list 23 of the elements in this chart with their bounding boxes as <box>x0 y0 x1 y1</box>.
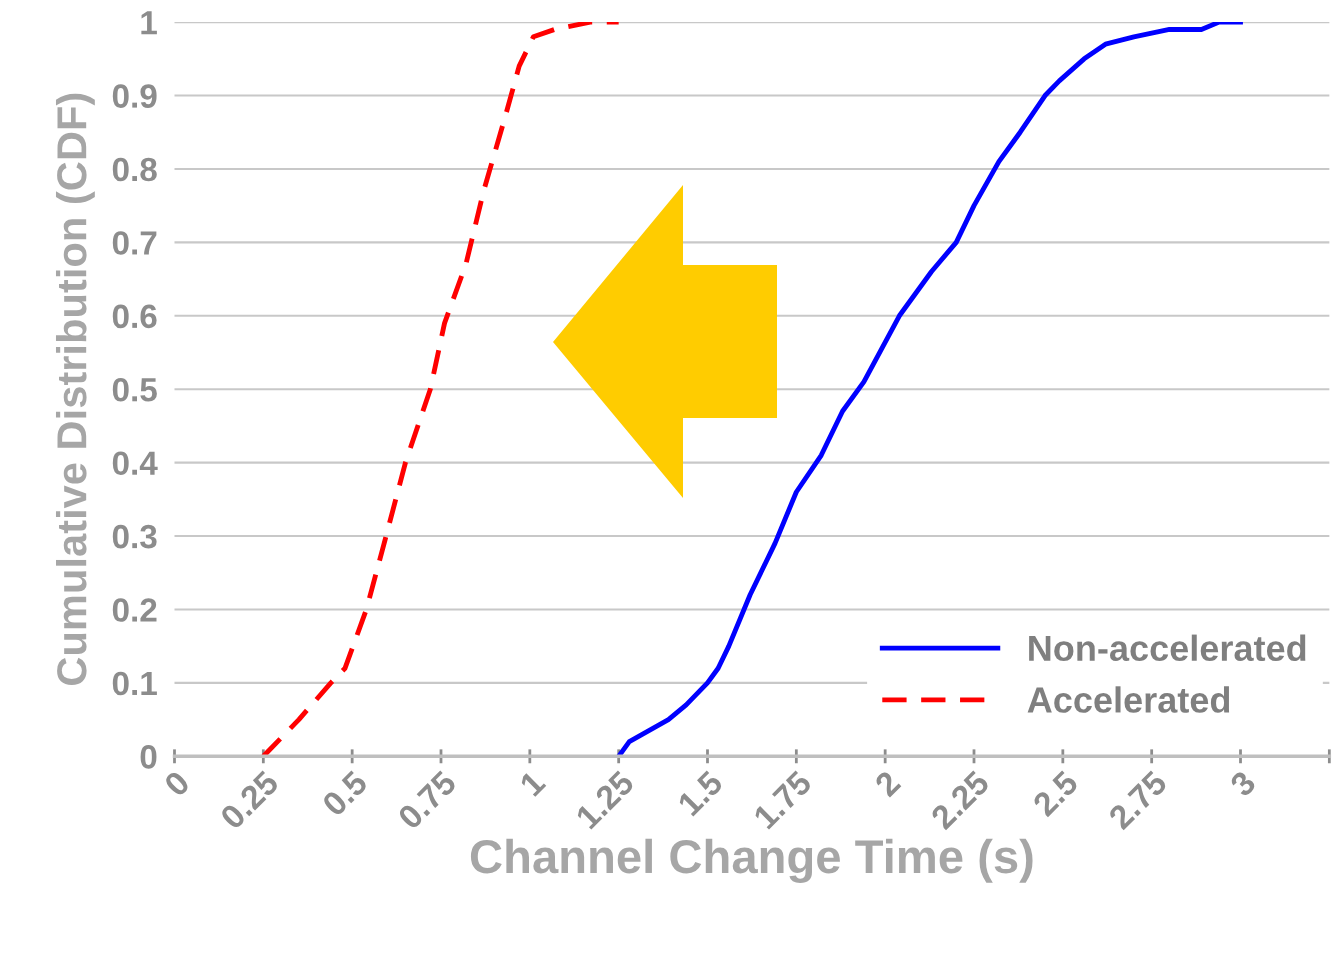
y-tick-label: 0.1 <box>112 671 157 696</box>
y-tick-label: 0.3 <box>112 524 157 549</box>
x-tick-label: 2.5 <box>1031 769 1080 818</box>
line-series <box>260 22 622 757</box>
y-tick-label: 0.5 <box>112 378 157 402</box>
legend-label: Accelerated <box>1027 686 1230 713</box>
x-tick-label: 1 <box>519 769 547 797</box>
y-tick-label: 0.6 <box>112 304 157 329</box>
y-tick-label: 0 <box>140 745 157 769</box>
x-tick-label: 3 <box>1228 769 1257 799</box>
x-tick-label: 0 <box>162 769 191 798</box>
x-axis-title: Channel Change Time (s) <box>470 838 1033 883</box>
y-tick-label: 0.4 <box>112 451 158 476</box>
x-tick-label: 0.5 <box>320 769 369 818</box>
y-tick-label: 0.7 <box>112 231 157 255</box>
y-tick-label: 0.8 <box>112 157 157 182</box>
y-tick-label: 0.2 <box>112 598 157 622</box>
y-tick-label: 0.9 <box>112 84 157 108</box>
y-tick-label: 1 <box>141 11 157 35</box>
x-tick-label: 1.5 <box>677 769 725 817</box>
legend-label: Non-accelerated <box>1029 634 1306 662</box>
x-tick-label: 2 <box>873 769 902 798</box>
y-axis-title: Cumulative Distribution (CDF) <box>55 93 95 685</box>
